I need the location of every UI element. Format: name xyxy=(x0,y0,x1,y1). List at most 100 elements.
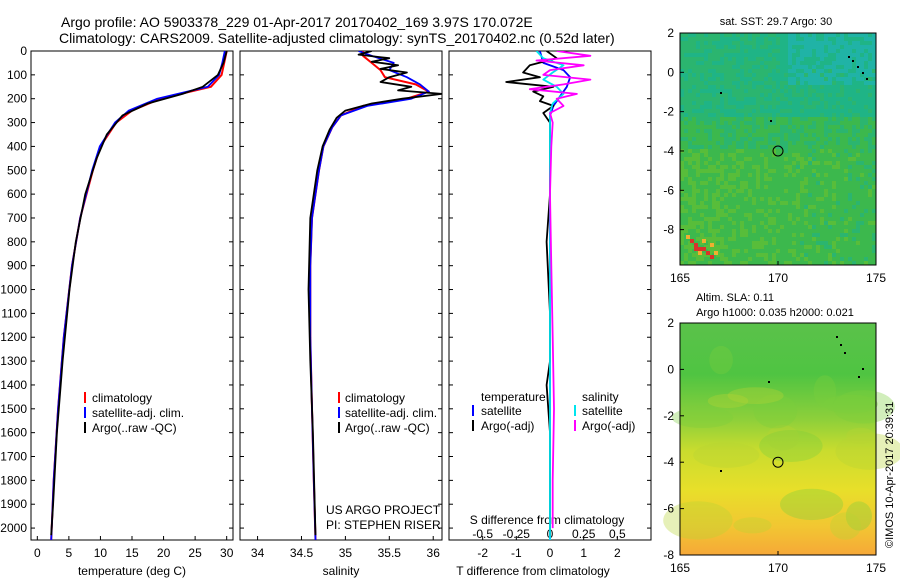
sst-cell xyxy=(760,49,764,53)
sst-cell xyxy=(868,129,872,133)
sst-cell xyxy=(824,177,828,181)
sst-cell xyxy=(752,85,756,89)
sst-cell xyxy=(684,37,688,41)
sst-cell xyxy=(792,169,796,173)
sst-cell xyxy=(720,201,724,205)
sst-cell xyxy=(748,193,752,197)
sla-blob xyxy=(813,375,837,408)
sst-cell xyxy=(864,245,868,249)
sst-cell xyxy=(724,85,728,89)
sst-cell xyxy=(716,69,720,73)
sst-cell xyxy=(724,65,728,69)
sst-cell xyxy=(768,201,772,205)
sst-cell xyxy=(820,141,824,145)
sst-cell xyxy=(776,41,780,45)
sst-cell xyxy=(684,141,688,145)
sst-cell xyxy=(868,89,872,93)
sst-cell xyxy=(756,57,760,61)
sst-cell xyxy=(744,213,748,217)
sst-cell xyxy=(680,89,684,93)
sst-cell xyxy=(772,137,776,141)
sst-cell xyxy=(740,181,744,185)
sst-cell xyxy=(836,37,840,41)
sst-cell xyxy=(716,33,720,37)
sst-cell xyxy=(868,33,872,37)
sst-cell xyxy=(708,65,712,69)
sst-cell xyxy=(752,61,756,65)
sst-cell xyxy=(760,173,764,177)
sst-cell xyxy=(812,73,816,77)
sst-cell xyxy=(712,41,716,45)
sst-cell xyxy=(844,257,848,261)
sst-cell xyxy=(824,53,828,57)
sst-cell xyxy=(684,225,688,229)
sst-cell xyxy=(792,157,796,161)
sst-cell xyxy=(692,93,696,97)
sst-cell xyxy=(736,249,740,253)
sst-cell xyxy=(828,189,832,193)
sst-cell xyxy=(860,257,864,261)
sst-cell xyxy=(748,225,752,229)
sst-cell xyxy=(688,65,692,69)
sst-cell xyxy=(680,193,684,197)
sst-cell xyxy=(796,157,800,161)
sst-cell xyxy=(704,165,708,169)
sst-cell xyxy=(860,161,864,165)
sst-cell xyxy=(744,117,748,121)
sst-cell xyxy=(712,77,716,81)
sst-cell xyxy=(740,53,744,57)
sst-cell xyxy=(740,121,744,125)
sst-cell xyxy=(868,65,872,69)
sst-cell xyxy=(744,173,748,177)
salinity-legend: climatology satellite-adj. clim. Argo(..… xyxy=(338,391,437,435)
sst-cell xyxy=(780,149,784,153)
sst-cell xyxy=(804,169,808,173)
sst-cell xyxy=(780,41,784,45)
sst-cell xyxy=(704,205,708,209)
sst-cell xyxy=(848,33,852,37)
sst-cell xyxy=(712,181,716,185)
sst-cell xyxy=(728,45,732,49)
sst-cell xyxy=(872,177,876,181)
sst-cell xyxy=(760,257,764,261)
sst-cell xyxy=(828,157,832,161)
sst-cell xyxy=(788,261,792,265)
sst-cell xyxy=(684,193,688,197)
sst-cell xyxy=(864,49,868,53)
sst-cell xyxy=(856,141,860,145)
sst-cell xyxy=(756,209,760,213)
sst-cell xyxy=(816,97,820,101)
sst-cell xyxy=(836,61,840,65)
sst-cell xyxy=(700,93,704,97)
sst-cell xyxy=(744,97,748,101)
sst-cell xyxy=(704,53,708,57)
sst-cell xyxy=(720,233,724,237)
sst-cell xyxy=(836,65,840,69)
sst-cell xyxy=(748,61,752,65)
sst-cell xyxy=(816,157,820,161)
sst-cell xyxy=(716,193,720,197)
sst-cell xyxy=(852,141,856,145)
sst-cell xyxy=(728,41,732,45)
sst-cell xyxy=(848,93,852,97)
sst-cell xyxy=(732,261,736,265)
sst-cell xyxy=(828,149,832,153)
sst-cell xyxy=(740,237,744,241)
sst-cell xyxy=(792,205,796,209)
sst-cell xyxy=(816,249,820,253)
sst-cell xyxy=(744,137,748,141)
sst-cell xyxy=(696,85,700,89)
sst-cell xyxy=(712,97,716,101)
sst-cell xyxy=(828,61,832,65)
sla-blob xyxy=(780,488,844,521)
sst-cell xyxy=(836,253,840,257)
sst-cell xyxy=(724,133,728,137)
sst-cell xyxy=(856,237,860,241)
sst-cell xyxy=(868,157,872,161)
sst-cell xyxy=(752,133,756,137)
sst-cell xyxy=(712,153,716,157)
sst-cell xyxy=(816,125,820,129)
sst-cell xyxy=(836,129,840,133)
sst-cell xyxy=(872,233,876,237)
sst-cell xyxy=(804,109,808,113)
